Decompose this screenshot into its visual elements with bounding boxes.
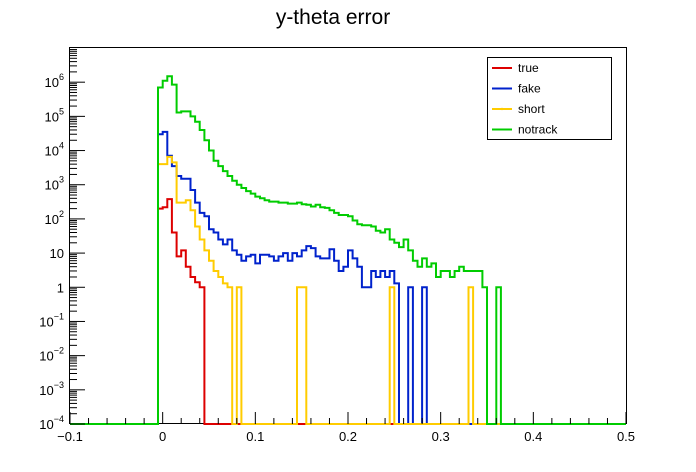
x-tick-label: 0.3 (432, 429, 450, 444)
series-notrack (70, 75, 626, 425)
x-axis: −0.1 0 0.1 0.2 0.3 0.4 0.5 (57, 412, 635, 444)
legend: true fake short notrack (487, 57, 612, 140)
y-tick-label: 103 (45, 175, 64, 193)
y-tick-label: 104 (45, 141, 64, 159)
series-true (70, 198, 626, 425)
legend-label-true: true (518, 61, 539, 75)
legend-label-fake: fake (518, 82, 541, 96)
x-tick-label: 0.5 (617, 429, 635, 444)
legend-label-notrack: notrack (518, 123, 558, 137)
legend-box (487, 57, 612, 140)
x-tick-label: 0.1 (246, 429, 264, 444)
y-tick-label: 102 (45, 209, 64, 227)
x-tick-label: 0.4 (524, 429, 542, 444)
y-tick-label: 10−2 (39, 346, 64, 364)
series-layer (70, 75, 626, 425)
series-fake (70, 130, 626, 425)
y-tick-label: 105 (45, 106, 64, 124)
y-tick-label: 10−1 (39, 311, 64, 329)
x-tick-label: 0.2 (339, 429, 357, 444)
y-tick-label: 106 (45, 72, 64, 90)
y-tick-label: 10 (50, 246, 64, 261)
y-tick-label: 1 (57, 280, 64, 295)
legend-entries: true fake short notrack (492, 61, 558, 137)
y-axis: 10−4 10−3 10−2 10−1 1 10 102 103 104 105 106 (39, 49, 85, 432)
series-short (70, 155, 626, 425)
y-tick-label: 10−3 (39, 380, 64, 398)
x-tick-label: −0.1 (57, 429, 83, 444)
legend-label-short: short (518, 102, 545, 116)
y-tick-label: 10−4 (39, 414, 64, 432)
x-tick-label: 0 (159, 429, 166, 444)
chart-title: y-theta error (276, 6, 390, 29)
legend-marker-short (500, 107, 504, 111)
